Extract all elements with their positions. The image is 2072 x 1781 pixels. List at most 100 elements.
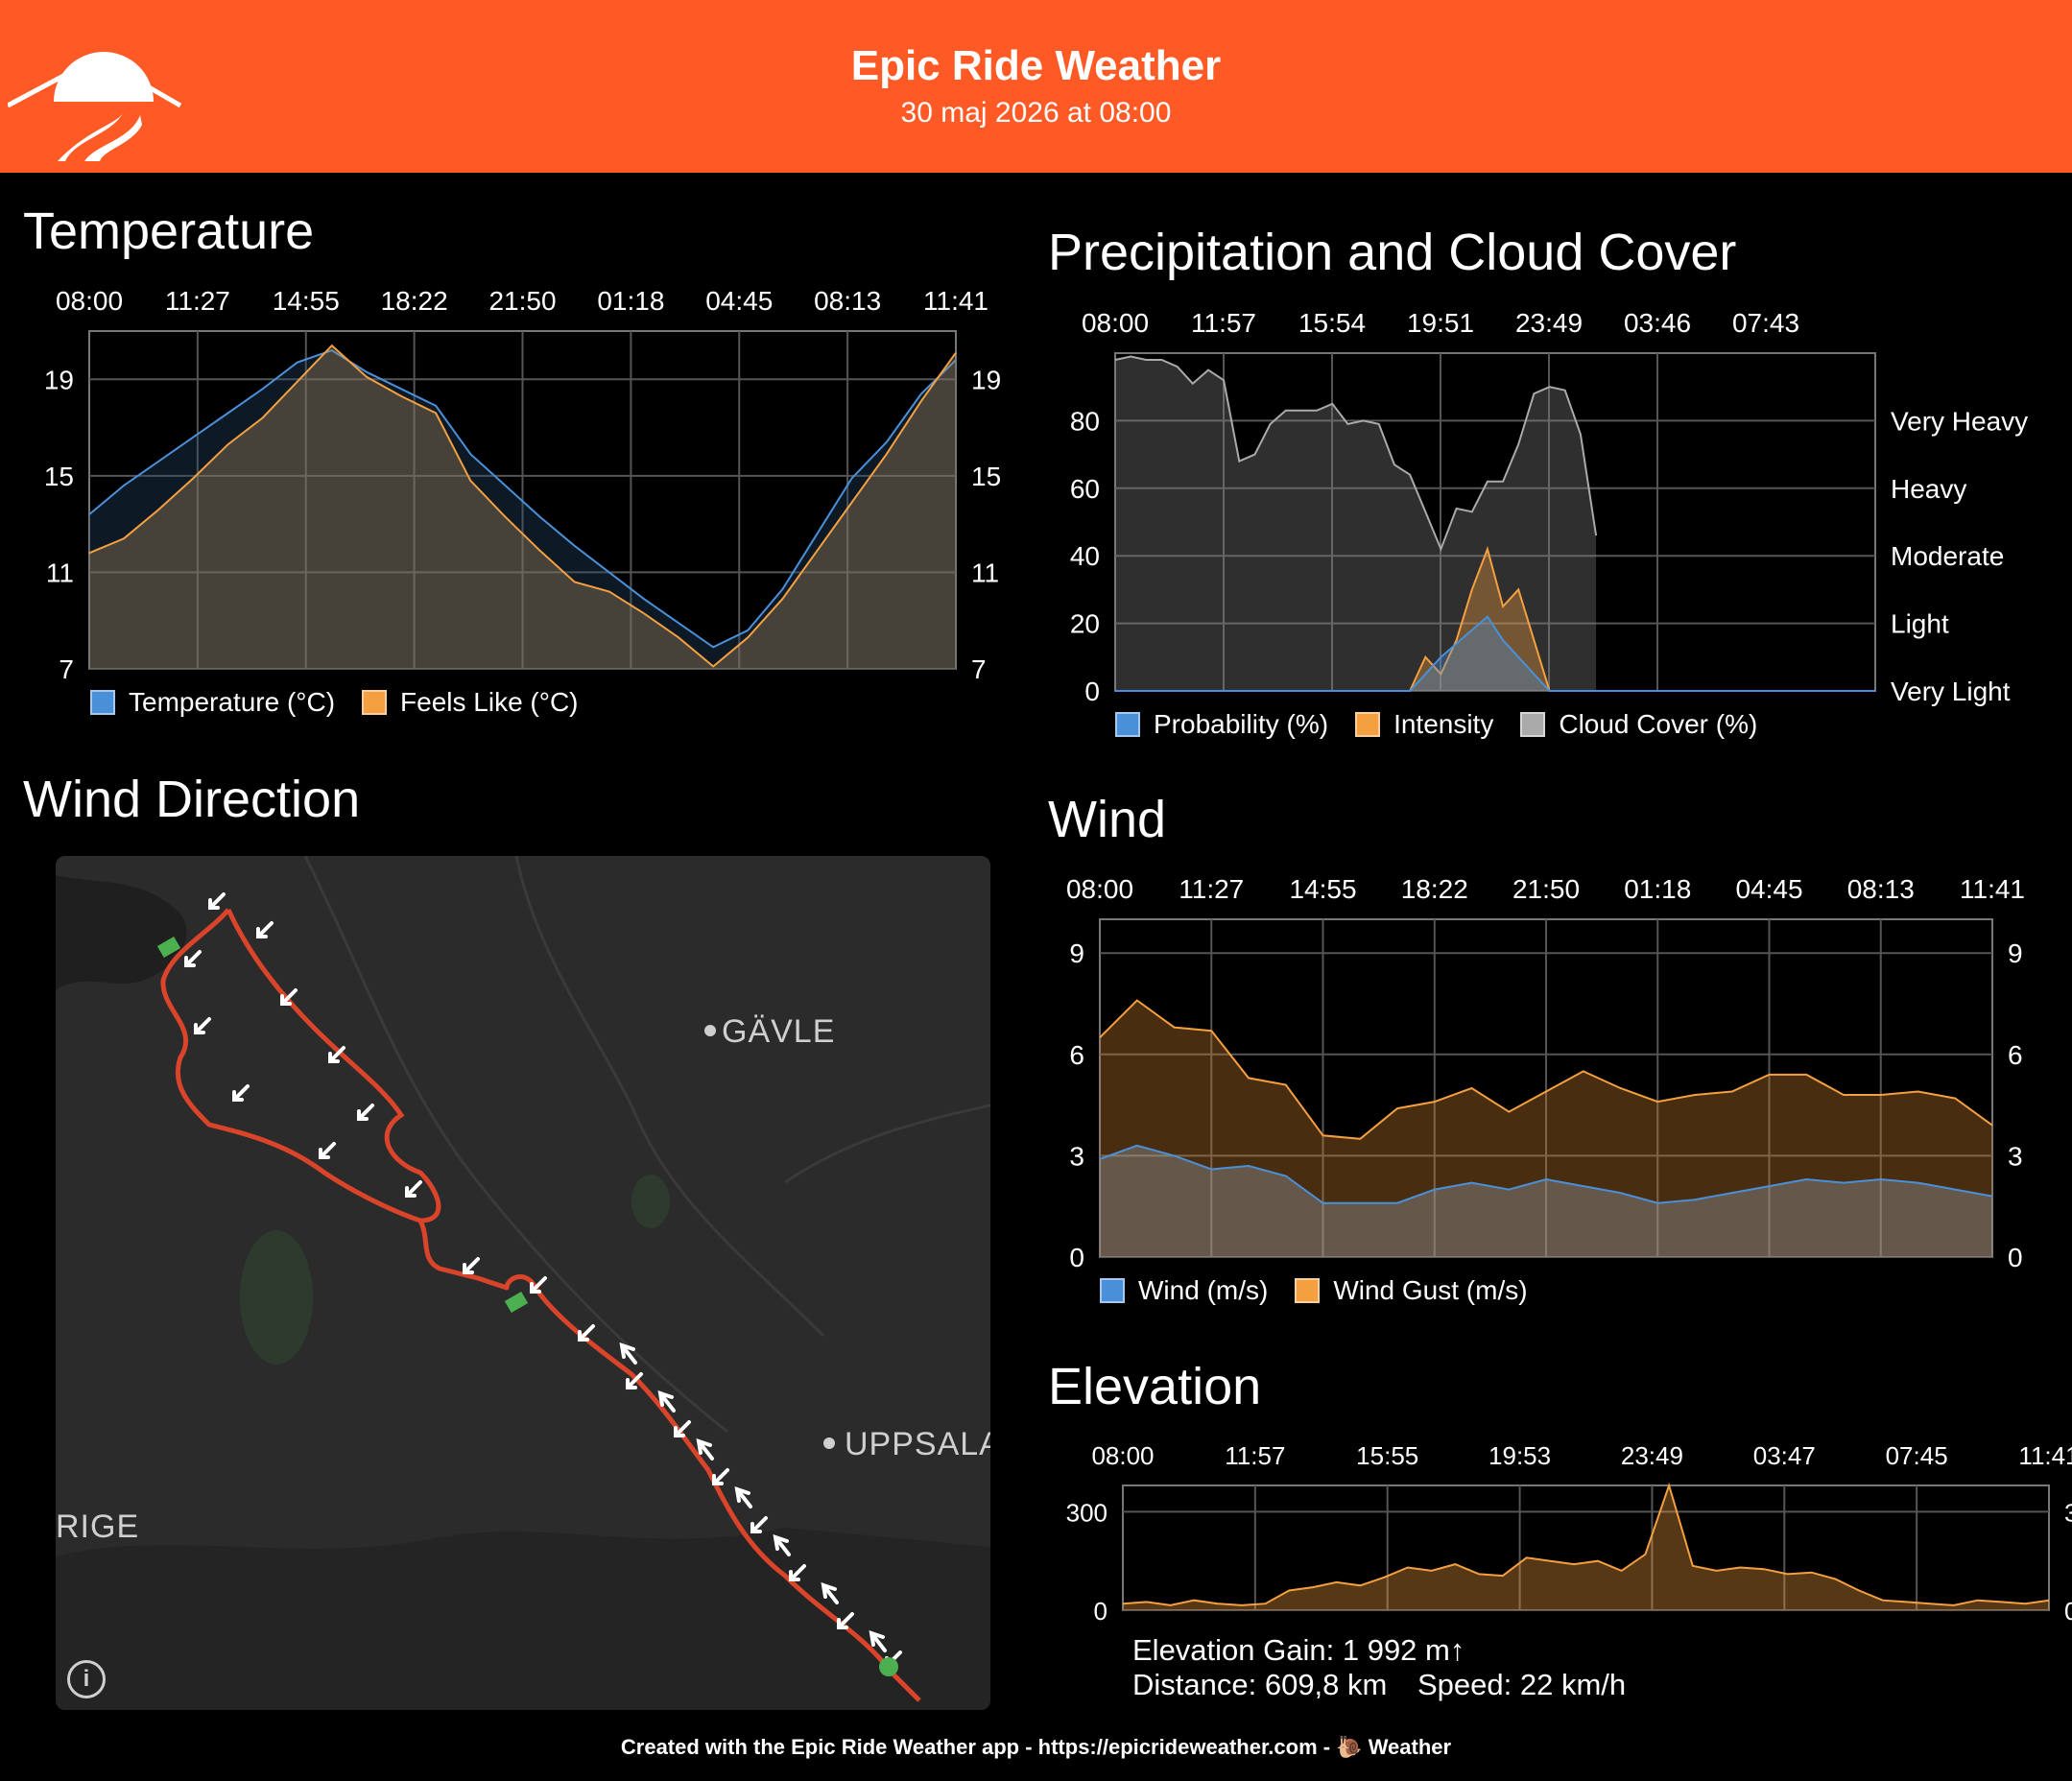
x-tick-label: 11:41 bbox=[2018, 1441, 2072, 1470]
x-tick-label: 08:13 bbox=[814, 286, 881, 316]
y2-tick-label: Heavy bbox=[1891, 474, 1966, 504]
y-tick-label: 3 bbox=[1069, 1141, 1084, 1171]
legend-swatch bbox=[1115, 712, 1140, 737]
x-tick-label: 19:51 bbox=[1407, 308, 1474, 338]
x-tick-label: 18:22 bbox=[381, 286, 448, 316]
epic-ride-logo-icon bbox=[8, 52, 182, 161]
series-line bbox=[88, 348, 957, 649]
x-tick-label: 08:00 bbox=[1091, 1441, 1154, 1470]
y-tick-label: 11 bbox=[46, 558, 74, 587]
y-tick-label: 20 bbox=[1070, 609, 1100, 639]
y-tick-label: 40 bbox=[1070, 541, 1100, 571]
footer-credit: Created with the Epic Ride Weather app -… bbox=[620, 1735, 1452, 1759]
y-tick-label-right: 6 bbox=[2008, 1040, 2023, 1070]
wind-chart: 08:00 11:27 14:55 18:22 21:50 01:18 04:45 08:13… bbox=[1066, 874, 2025, 1272]
legend-item: Cloud Cover (%) bbox=[1520, 709, 1757, 740]
elevation-gain: Elevation Gain: 1 992 m↑ bbox=[1132, 1633, 1465, 1667]
temperature-title: Temperature bbox=[23, 202, 315, 260]
y-tick-label: 15 bbox=[44, 462, 74, 491]
x-tick-label: 01:18 bbox=[597, 286, 664, 316]
legend-item: Temperature (°C) bbox=[90, 687, 335, 718]
x-tick-label: 03:46 bbox=[1624, 308, 1691, 338]
y2-tick-label: Very Light bbox=[1891, 677, 2011, 706]
y2-tick-label: Very Heavy bbox=[1891, 406, 2028, 436]
y-tick-label: 60 bbox=[1070, 474, 1100, 504]
city-dot bbox=[704, 1025, 716, 1036]
x-tick-label: 07:45 bbox=[1886, 1441, 1948, 1470]
x-tick-label: 11:41 bbox=[923, 286, 988, 316]
wind-legend: Wind (m/s) Wind Gust (m/s) bbox=[1100, 1275, 1528, 1306]
legend-swatch bbox=[90, 690, 115, 715]
legend-label: Cloud Cover (%) bbox=[1559, 709, 1758, 739]
legend-swatch bbox=[362, 690, 388, 715]
wind-title: Wind bbox=[1048, 791, 1167, 848]
precipitation-chart: 08:00 11:57 15:54 19:51 23:49 03:46 07:43 0 20 40… bbox=[1070, 308, 2028, 706]
series-area bbox=[1100, 1000, 1992, 1257]
y-tick-label: 7 bbox=[59, 654, 74, 684]
series-line bbox=[1115, 615, 1875, 692]
series-line bbox=[1099, 1144, 1993, 1204]
x-tick-label: 11:41 bbox=[1960, 874, 2025, 904]
x-tick-label: 01:18 bbox=[1624, 874, 1691, 904]
distance: Distance: 609,8 km bbox=[1132, 1668, 1388, 1701]
y-tick-label-right: 300 bbox=[2064, 1498, 2072, 1527]
ride-date: 30 maj 2026 at 08:00 bbox=[900, 97, 1172, 129]
series-line bbox=[1099, 999, 1993, 1140]
x-tick-label: 14:55 bbox=[273, 286, 340, 316]
city-label-gavle: GÄVLE bbox=[722, 1013, 836, 1050]
header-bar: Epic Ride Weather 30 maj 2026 at 08:00 bbox=[0, 0, 2072, 173]
precipitation-legend: Probability (%) Intensity Cloud Cover (%… bbox=[1115, 709, 1757, 740]
legend-swatch bbox=[1520, 712, 1546, 737]
y2-tick-label: Moderate bbox=[1891, 541, 2004, 571]
y-tick-label: 0 bbox=[1094, 1597, 1107, 1626]
y-tick-label: 19 bbox=[44, 365, 74, 394]
x-tick-label: 19:53 bbox=[1489, 1441, 1551, 1470]
x-tick-label: 23:49 bbox=[1515, 308, 1583, 338]
y-tick-label-right: 7 bbox=[971, 654, 987, 684]
y-tick-label-right: 19 bbox=[971, 365, 1001, 394]
x-tick-label: 11:57 bbox=[1225, 1441, 1285, 1470]
legend-label: Intensity bbox=[1393, 709, 1494, 739]
legend-swatch bbox=[1100, 1278, 1125, 1303]
x-tick-label: 23:49 bbox=[1621, 1441, 1683, 1470]
y2-tick-label: Light bbox=[1891, 609, 1949, 639]
y-tick-label-right: 15 bbox=[971, 462, 1001, 491]
x-tick-label: 04:45 bbox=[705, 286, 773, 316]
y-tick-label-right: 11 bbox=[971, 558, 999, 587]
legend-item: Feels Like (°C) bbox=[362, 687, 579, 718]
legend-label: Wind (m/s) bbox=[1138, 1275, 1269, 1305]
x-tick-label: 21:50 bbox=[488, 286, 556, 316]
y-tick-label: 6 bbox=[1069, 1040, 1084, 1070]
x-tick-label: 15:54 bbox=[1298, 308, 1366, 338]
x-tick-label: 11:27 bbox=[1179, 874, 1244, 904]
y-tick-label-right: 9 bbox=[2008, 938, 2023, 968]
series-line bbox=[1114, 355, 1598, 552]
x-tick-label: 15:55 bbox=[1356, 1441, 1418, 1470]
x-tick-label: 18:22 bbox=[1401, 874, 1468, 904]
speed: Speed: 22 km/h bbox=[1417, 1668, 1627, 1701]
x-tick-label: 04:45 bbox=[1735, 874, 1802, 904]
info-icon[interactable]: i bbox=[67, 1660, 106, 1698]
x-tick-label: 08:13 bbox=[1847, 874, 1915, 904]
legend-label: Wind Gust (m/s) bbox=[1333, 1275, 1528, 1305]
legend-item: Wind (m/s) bbox=[1100, 1275, 1268, 1306]
app-title: Epic Ride Weather bbox=[850, 42, 1222, 89]
legend-item: Probability (%) bbox=[1115, 709, 1328, 740]
temperature-legend: Temperature (°C) Feels Like (°C) bbox=[90, 687, 579, 718]
y-tick-label: 80 bbox=[1070, 406, 1100, 436]
temperature-chart: 08:00 11:27 14:55 18:22 21:50 01:18 04:45 08:13… bbox=[44, 286, 1001, 684]
legend-item: Wind Gust (m/s) bbox=[1295, 1275, 1528, 1306]
y-tick-label: 0 bbox=[1084, 677, 1100, 706]
series-line bbox=[1122, 1482, 2050, 1606]
legend-swatch bbox=[1295, 1278, 1321, 1303]
elevation-title: Elevation bbox=[1048, 1358, 1262, 1415]
series-area bbox=[1115, 549, 1875, 691]
legend-item: Intensity bbox=[1355, 709, 1493, 740]
x-tick-label: 08:00 bbox=[1066, 874, 1133, 904]
wind-direction-map[interactable]: GÄVLE UPPSALA RIGE i bbox=[56, 856, 990, 1710]
y-tick-label-right: 3 bbox=[2008, 1141, 2023, 1171]
series-area bbox=[1115, 356, 1597, 691]
series-area bbox=[1115, 616, 1875, 691]
series-line bbox=[88, 344, 957, 668]
wind-direction-title: Wind Direction bbox=[23, 771, 361, 828]
